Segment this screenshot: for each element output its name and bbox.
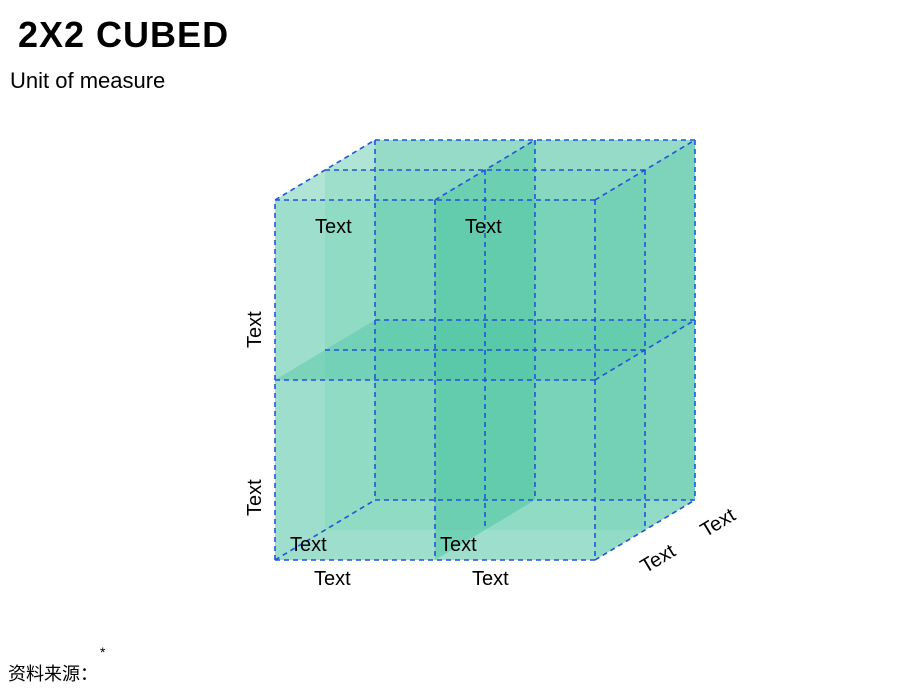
label-x-right: Text: [472, 568, 509, 591]
label-x-left: Text: [314, 568, 351, 591]
label-y-upper: Text: [244, 311, 267, 348]
label-front-top-right: Text: [465, 216, 502, 239]
label-y-lower: Text: [244, 479, 267, 516]
label-front-top-left: Text: [315, 216, 352, 239]
cube-diagram: [0, 0, 920, 691]
label-front-bot-right: Text: [440, 534, 477, 557]
label-front-bot-left: Text: [290, 534, 327, 557]
